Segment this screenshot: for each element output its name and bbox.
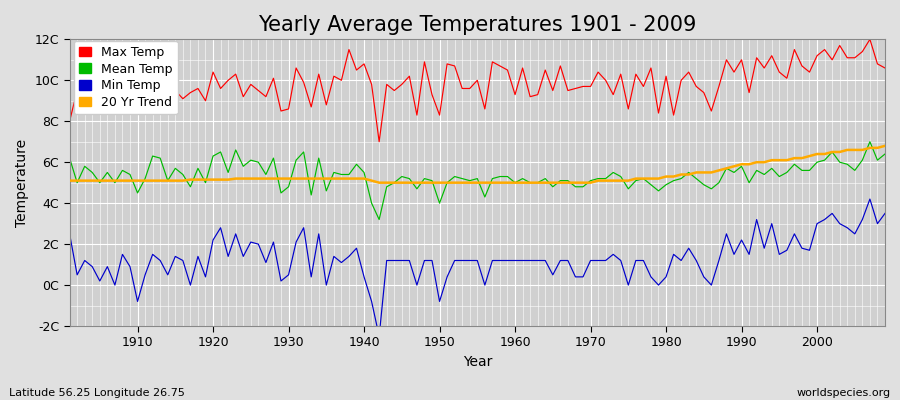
20 Yr Trend <box>518 180 528 185</box>
Max Temp <box>291 66 302 70</box>
X-axis label: Year: Year <box>463 355 492 369</box>
Line: 20 Yr Trend: 20 Yr Trend <box>69 146 885 183</box>
Max Temp <box>879 66 890 70</box>
Max Temp <box>865 37 876 42</box>
Max Temp <box>374 139 384 144</box>
Text: Latitude 56.25 Longitude 26.75: Latitude 56.25 Longitude 26.75 <box>9 388 184 398</box>
Min Temp <box>879 211 890 216</box>
Min Temp <box>374 334 384 339</box>
Legend: Max Temp, Mean Temp, Min Temp, 20 Yr Trend: Max Temp, Mean Temp, Min Temp, 20 Yr Tre… <box>74 41 177 114</box>
20 Yr Trend <box>64 178 75 183</box>
20 Yr Trend <box>124 178 135 183</box>
Text: worldspecies.org: worldspecies.org <box>796 388 891 398</box>
Min Temp <box>518 258 528 263</box>
Mean Temp <box>865 139 876 144</box>
Mean Temp <box>608 170 618 175</box>
Y-axis label: Temperature: Temperature <box>15 139 29 227</box>
20 Yr Trend <box>879 144 890 148</box>
Line: Mean Temp: Mean Temp <box>69 142 885 220</box>
Max Temp <box>608 92 618 97</box>
20 Yr Trend <box>608 178 618 183</box>
Line: Min Temp: Min Temp <box>69 199 885 336</box>
Mean Temp <box>374 217 384 222</box>
20 Yr Trend <box>291 176 302 181</box>
Min Temp <box>509 258 520 263</box>
Max Temp <box>64 119 75 124</box>
Mean Temp <box>291 158 302 162</box>
Max Temp <box>124 94 135 99</box>
Min Temp <box>865 197 876 202</box>
Title: Yearly Average Temperatures 1901 - 2009: Yearly Average Temperatures 1901 - 2009 <box>258 15 697 35</box>
Mean Temp <box>336 172 346 177</box>
20 Yr Trend <box>374 180 384 185</box>
Mean Temp <box>64 156 75 160</box>
Max Temp <box>509 92 520 97</box>
Min Temp <box>64 232 75 236</box>
Mean Temp <box>124 172 135 177</box>
Min Temp <box>608 252 618 257</box>
Min Temp <box>124 264 135 269</box>
Max Temp <box>518 66 528 70</box>
Max Temp <box>336 78 346 83</box>
Mean Temp <box>509 180 520 185</box>
20 Yr Trend <box>336 176 346 181</box>
Line: Max Temp: Max Temp <box>69 39 885 142</box>
20 Yr Trend <box>509 180 520 185</box>
Mean Temp <box>879 152 890 156</box>
Min Temp <box>291 240 302 244</box>
Mean Temp <box>518 176 528 181</box>
Min Temp <box>336 260 346 265</box>
